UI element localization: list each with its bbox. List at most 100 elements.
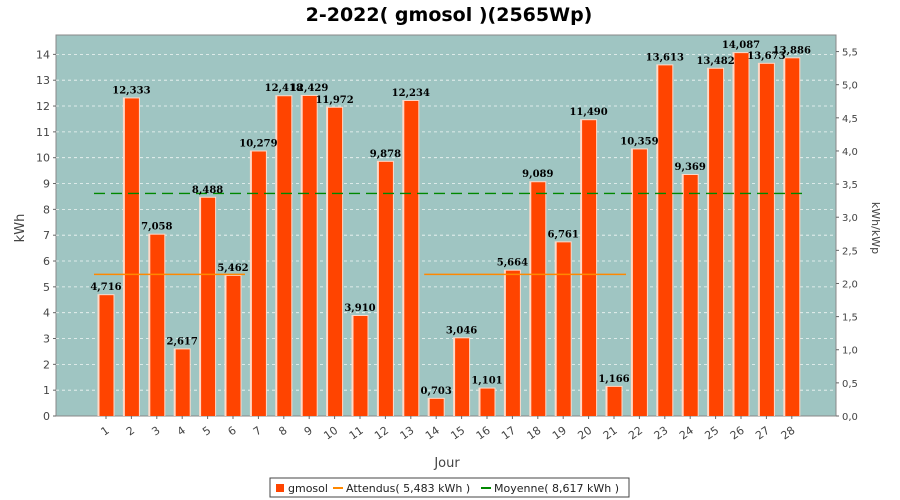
bar (402, 99, 420, 416)
x-tick-label: 4 (175, 424, 188, 439)
legend-gmosol-label: gmosol (288, 482, 328, 495)
bar-value-label: 11,972 (315, 95, 353, 106)
y-tick-label-right: 2,0 (842, 279, 858, 290)
bar-fill (201, 197, 216, 416)
x-tick-label: 3 (149, 424, 162, 439)
x-tick-label: 6 (226, 424, 239, 439)
x-tick-label: 28 (779, 424, 798, 443)
x-tick-label: 11 (347, 424, 366, 443)
bar-value-label: 5,664 (497, 258, 528, 269)
x-axis-ticks: 1 2 3 4 5 6 7 8 9 10 11 12 13 14 15 16 17 18 19 20 21 22 23 24 2… (99, 416, 798, 442)
x-tick-label: 2 (124, 424, 137, 439)
bar (300, 94, 318, 417)
bar-series (97, 52, 801, 417)
bar-value-label: 13,886 (773, 45, 811, 56)
bar-value-label: 13,613 (646, 52, 684, 63)
bar-value-label: 10,279 (239, 138, 277, 149)
bar-fill (531, 182, 546, 416)
bar-value-label: 14,087 (722, 40, 760, 51)
bar (275, 95, 293, 416)
y-tick-label-left: 2 (43, 358, 50, 371)
bar (427, 397, 445, 416)
bar-fill (683, 174, 698, 416)
legend-attendus-label: Attendus( 5,483 kWh ) (346, 482, 470, 495)
x-tick-label: 21 (601, 424, 620, 443)
x-tick-label: 17 (499, 424, 518, 443)
y-tick-label-left: 8 (43, 203, 50, 216)
bar-value-label: 4,716 (90, 282, 121, 293)
x-tick-label: 25 (702, 424, 721, 443)
bar-fill (455, 338, 470, 416)
bar (529, 181, 547, 416)
bar-fill (328, 107, 343, 417)
legend-gmosol-swatch (276, 484, 284, 492)
bar (478, 387, 496, 416)
bar (173, 348, 191, 416)
bar-value-label: 1,166 (598, 374, 629, 385)
bar-value-label: 0,703 (421, 386, 452, 397)
bar (656, 64, 674, 416)
bar-fill (785, 58, 800, 416)
value-labels: 4,716 12,333 7,058 2,617 8,488 5,462 10,279 12,… (90, 40, 811, 397)
bar-fill (302, 95, 317, 417)
bar-fill (378, 161, 393, 416)
x-tick-label: 8 (276, 424, 289, 439)
y-tick-label-left: 10 (36, 152, 50, 165)
bar-fill (582, 120, 597, 416)
y-tick-label-left: 0 (43, 410, 50, 423)
bar (249, 150, 267, 416)
bar-fill (404, 100, 419, 416)
chart-title: 2-2022( gmosol )(2565Wp) (306, 4, 593, 26)
y-tick-label-left: 9 (43, 178, 50, 191)
x-tick-label: 9 (302, 424, 315, 439)
y-tick-label-right: 3,5 (842, 180, 858, 191)
bar (199, 196, 217, 416)
bar-value-label: 11,490 (569, 107, 607, 118)
bar-value-label: 9,089 (522, 169, 553, 180)
bar-value-label: 13,673 (747, 51, 785, 62)
x-tick-label: 22 (626, 424, 645, 443)
y-tick-label-left: 11 (36, 126, 50, 139)
bar-value-label: 12,333 (112, 85, 150, 96)
y-tick-label-right: 1,5 (842, 313, 858, 324)
x-tick-label: 23 (652, 424, 671, 443)
y-axis-right-ticks: 0,0 0,5 1,0 1,5 2,0 2,5 3,0 3,5 4,0 4,5 5,0 5,5 (836, 48, 858, 423)
bar (97, 294, 115, 416)
y-tick-label-left: 14 (36, 48, 50, 61)
bar-fill (251, 151, 266, 416)
bar-value-label: 12,234 (392, 88, 430, 99)
y-axis-label-right: kWh/kWp (869, 202, 882, 254)
bar-fill (429, 398, 444, 416)
y-tick-label-right: 5,0 (842, 81, 858, 92)
bar (376, 160, 394, 416)
y-tick-label-left: 12 (36, 100, 50, 113)
bar-fill (226, 275, 241, 416)
reference-lines (94, 192, 804, 276)
bar (605, 385, 623, 416)
y-tick-label-left: 5 (43, 281, 50, 294)
bar-fill (480, 388, 495, 416)
y-tick-label-right: 4,5 (842, 114, 858, 125)
x-tick-label: 19 (550, 424, 569, 443)
bar (681, 173, 699, 416)
x-tick-label: 5 (200, 424, 213, 439)
x-tick-label: 18 (525, 424, 544, 443)
bar-value-label: 12,429 (290, 83, 328, 94)
bar-value-label: 6,761 (548, 229, 579, 240)
x-tick-label: 24 (677, 424, 696, 443)
bar (580, 119, 598, 416)
bar (630, 148, 648, 417)
bar-fill (99, 295, 114, 416)
y-tick-label-right: 5,5 (842, 48, 858, 59)
y-tick-label-right: 3,0 (842, 213, 858, 224)
bar (757, 62, 775, 416)
y-tick-label-left: 3 (43, 333, 50, 346)
bar-fill (658, 65, 673, 416)
y-tick-label-left: 13 (36, 74, 50, 87)
bar-fill (124, 98, 139, 416)
bar-fill (150, 234, 165, 416)
bar-fill (759, 63, 774, 416)
grid-lines (56, 53, 836, 391)
bar (783, 57, 801, 416)
